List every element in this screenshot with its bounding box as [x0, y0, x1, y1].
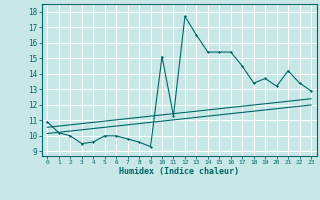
X-axis label: Humidex (Indice chaleur): Humidex (Indice chaleur): [119, 167, 239, 176]
